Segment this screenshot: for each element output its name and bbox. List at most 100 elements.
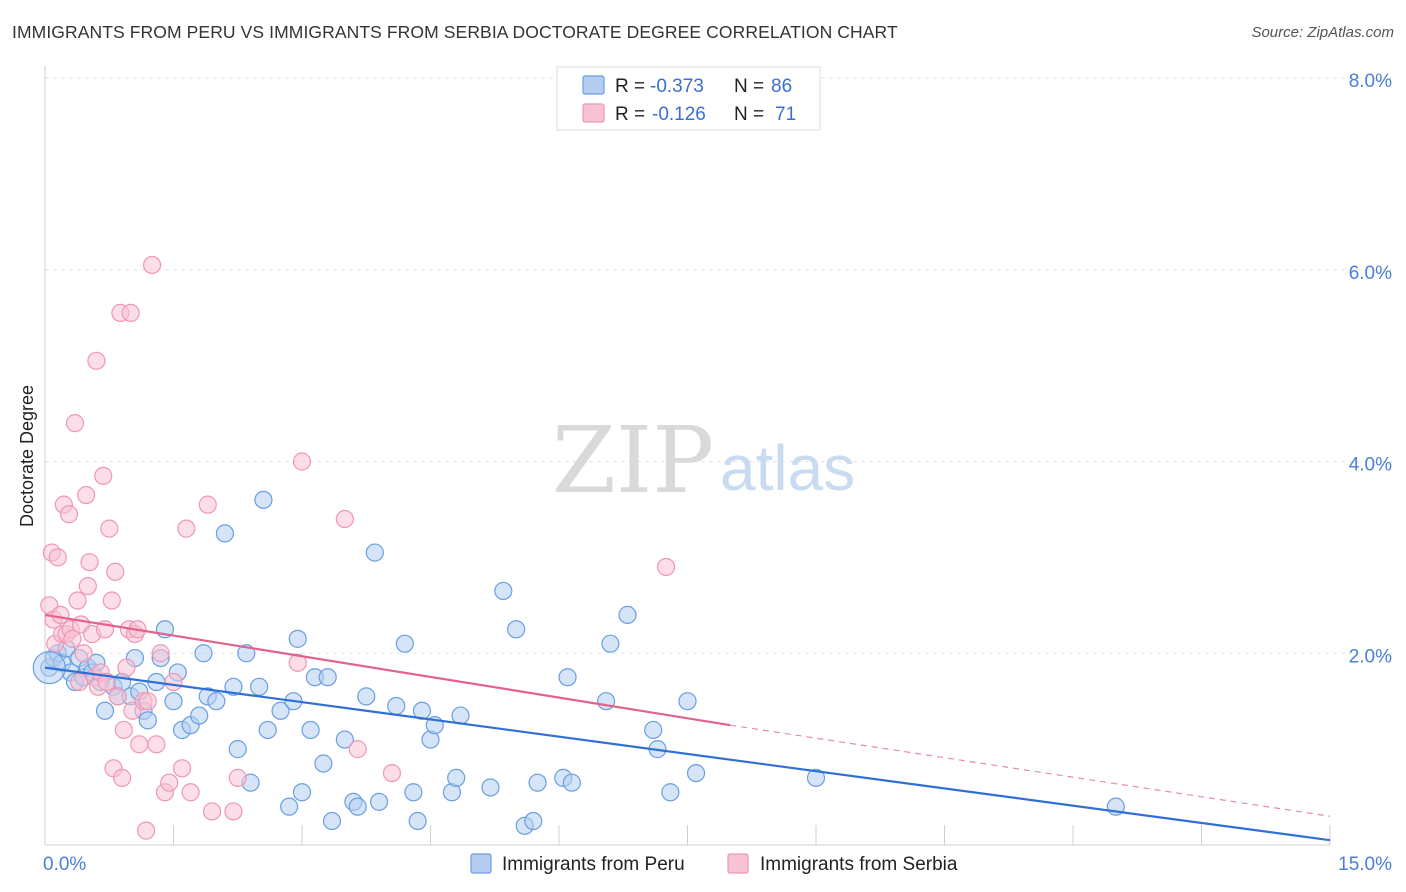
point-serbia-64 [656,557,676,577]
series-legend: Immigrants from Peru Immigrants from Ser… [470,853,958,875]
point-serbia-63 [382,763,402,783]
point-peru-21 [138,711,157,730]
point-serbia-29 [102,591,121,610]
point-peru-60 [408,811,427,831]
point-serbia-54 [181,783,200,802]
point-serbia-52 [172,759,192,778]
point-peru-57 [387,696,406,716]
point-serbia-18 [78,577,97,596]
point-peru-50 [322,811,342,831]
point-peru-59 [404,783,423,802]
point-serbia-55 [198,495,217,514]
point-peru-55 [365,543,384,562]
point-peru-49 [318,668,337,687]
y-tick-labels: 2.0% 4.0% 6.0% 8.0% [1349,71,1392,667]
point-peru-79 [644,720,663,740]
legend-r-value-peru: -0.373 [650,76,704,97]
point-serbia-46 [142,255,162,275]
point-serbia-9 [59,505,79,524]
x-tick-labels: 0.0% 15.0% [43,854,1392,875]
point-serbia-35 [114,720,133,740]
point-peru-68 [494,581,513,601]
point-peru-66 [451,706,470,725]
point-peru-29 [190,706,209,725]
watermark: ZIP atlas [552,407,855,514]
gridlines [45,77,1392,654]
x-tick-label-0: 0.0% [43,854,86,875]
point-peru-48 [314,754,333,773]
chart-title: IMMIGRANTS FROM PERU VS IMMIGRANTS FROM … [12,22,898,42]
point-serbia-12 [65,414,85,433]
trend-lines [44,613,1331,842]
point-serbia-59 [288,653,307,672]
legend-n-value-peru: 86 [771,76,792,97]
point-peru-83 [686,763,706,783]
point-peru-78 [618,605,637,625]
point-serbia-19 [80,553,99,572]
point-serbia-47 [147,735,166,754]
point-serbia-4 [48,548,67,567]
point-serbia-58 [228,768,247,787]
point-serbia-25 [94,466,113,485]
point-peru-25 [164,692,183,711]
point-serbia-42 [130,735,149,754]
point-serbia-56 [202,802,222,821]
point-serbia-31 [106,562,125,581]
point-serbia-57 [224,802,243,821]
point-serbia-5 [51,605,70,625]
legend-n-label-peru: N = [734,76,764,97]
point-peru-72 [528,773,547,792]
point-peru-42 [280,797,299,816]
scatter-points [32,255,1125,840]
point-peru-54 [357,687,376,706]
point-peru-81 [661,783,680,802]
point-serbia-14 [70,672,89,692]
series-legend-label-peru: Immigrants from Peru [502,854,685,875]
point-serbia-22 [87,351,106,370]
point-serbia-13 [68,591,87,610]
watermark-atlas: atlas [720,432,855,504]
point-serbia-61 [335,509,354,529]
x-tick-label-1: 15.0% [1338,854,1392,875]
legend-n-value-serbia: 71 [775,104,796,125]
point-peru-44 [288,629,307,648]
point-serbia-17 [77,485,96,505]
source-label: Source: ZipAtlas.com [1251,24,1394,41]
trend-line-serbia [44,613,731,727]
point-peru-69 [507,620,526,639]
point-peru-56 [370,792,389,811]
point-serbia-60 [292,452,312,471]
point-peru-30 [194,644,213,663]
point-peru-38 [250,677,269,696]
point-peru-32 [207,692,226,711]
point-serbia-27 [97,672,116,692]
legend-swatch-peru [582,75,605,95]
y-axis-label: Doctorate Degree [17,385,37,527]
point-peru-84 [806,768,826,787]
point-peru-51 [335,730,354,749]
point-peru-77 [601,634,620,653]
watermark-zip: ZIP [552,407,714,514]
trend-line-peru [44,666,1331,842]
point-peru-46 [301,720,320,740]
point-serbia-34 [112,768,132,787]
point-peru-65 [447,768,466,787]
legend-swatch-serbia [582,103,605,123]
series-legend-label-serbia: Immigrants from Serbia [760,854,958,875]
point-serbia-45 [138,692,157,711]
point-serbia-16 [74,644,93,663]
point-peru-82 [678,692,697,711]
point-peru-41 [271,701,290,720]
point-serbia-38 [121,303,140,322]
point-peru-39 [254,490,273,509]
point-serbia-44 [136,821,156,840]
point-peru-53 [348,797,367,816]
series-legend-swatch-peru [470,853,492,874]
y-tick-label-1: 4.0% [1349,455,1392,476]
legend-r-value-serbia: -0.126 [652,104,706,125]
point-serbia-53 [177,519,196,538]
axes [44,66,1331,846]
y-tick-label-0: 2.0% [1349,646,1392,667]
point-peru-13 [95,701,115,720]
